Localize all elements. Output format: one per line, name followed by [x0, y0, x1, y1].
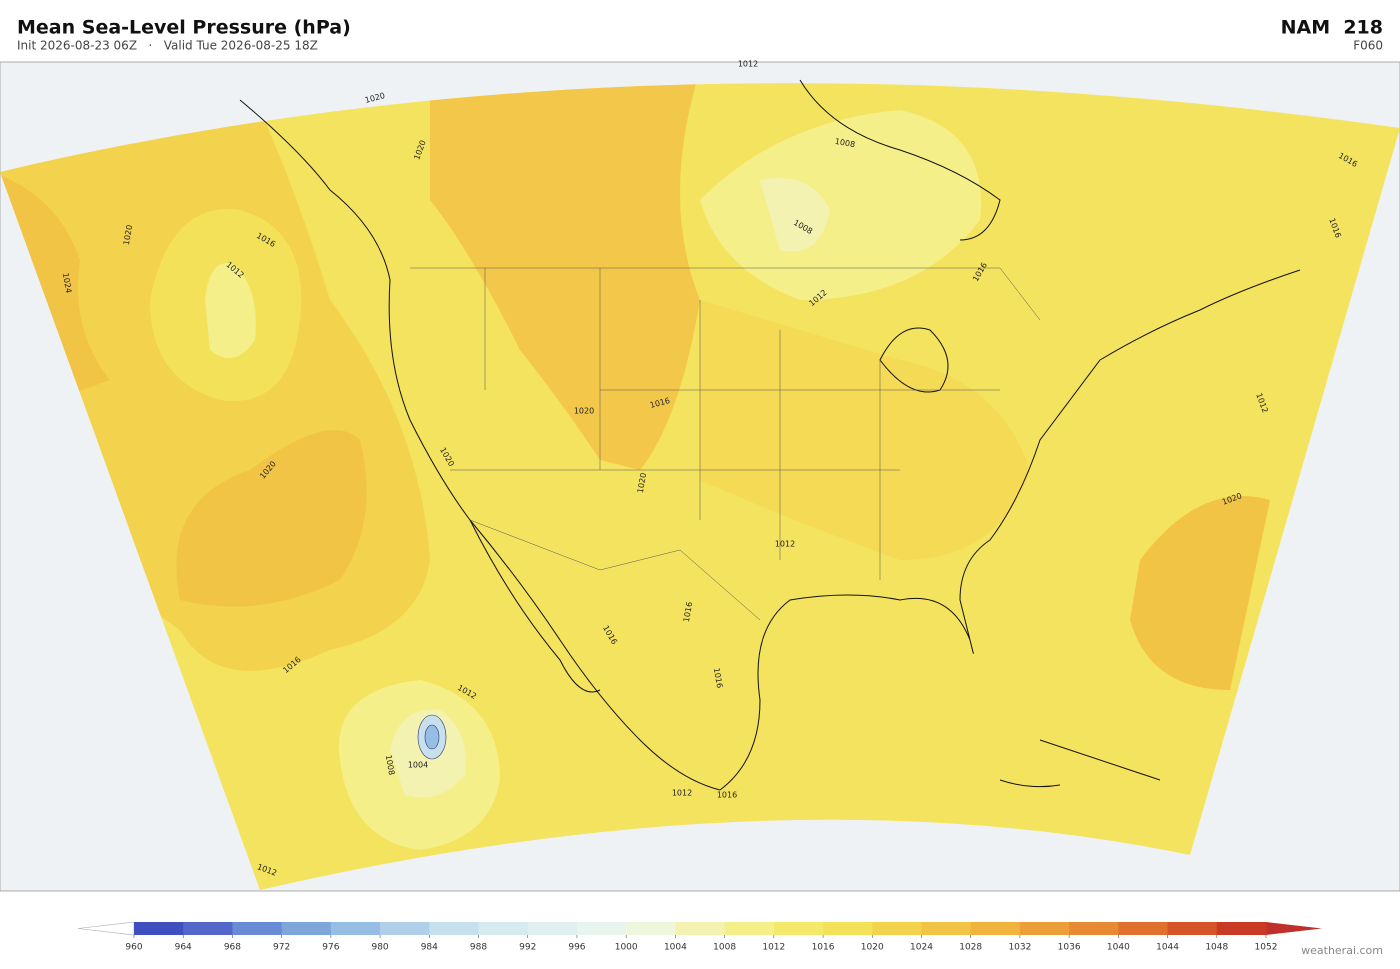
colorbar-tick-label: 988 [470, 943, 487, 953]
colorbar-tick-label: 1032 [1008, 943, 1031, 953]
colorbar-bin [1216, 922, 1267, 935]
coastlines [239, 79, 1301, 791]
contour-label: 1008 [384, 754, 396, 776]
colorbar-tick-label: 984 [421, 943, 438, 953]
map: 1020102010201024101610121020101610121008… [0, 60, 1400, 892]
colorbar-tick-label: 1016 [812, 943, 835, 953]
colorbar-bin [626, 922, 676, 935]
colorbar-tick-label: 1028 [959, 943, 982, 953]
contour-label: 1020 [636, 472, 648, 494]
colorbar-tick-label: 976 [322, 943, 339, 953]
caribbean [999, 739, 1161, 788]
contour-label: 1008 [834, 137, 856, 149]
colorbar-tick-label: 1048 [1205, 943, 1228, 953]
colorbar-bin [429, 922, 480, 935]
colorbar-bin [380, 922, 430, 935]
forecast-hour: F060 [1353, 39, 1383, 53]
colorbar-tick-label: 1004 [664, 943, 687, 953]
colorbar-bin [872, 922, 922, 935]
colorbar-bin [1069, 922, 1119, 935]
area-1012 [205, 263, 256, 358]
colorbar-bin [1167, 922, 1218, 935]
area-atlantic-1024 [1130, 496, 1270, 690]
hudson-bay [799, 79, 1001, 241]
colorbar: 960 964 968 972 976 980 984 988 992 996 1000 1004 10… [77, 921, 1322, 953]
colorbar-tick-label: 996 [568, 943, 585, 953]
colorbar-bin [724, 922, 775, 935]
credit: weatherai.com [1301, 944, 1383, 957]
us-canada-border [410, 267, 1041, 321]
colorbar-tick-label: 960 [125, 943, 142, 953]
colorbar-bin [527, 922, 578, 935]
contour-label: 1016 [712, 667, 724, 689]
area-canada-1008 [760, 178, 830, 252]
borders [410, 267, 1041, 621]
colorbar-bin [330, 922, 381, 935]
colorbar-bin [823, 922, 873, 935]
colorbar-bin [921, 922, 972, 935]
model: NAM 218 [1281, 17, 1383, 39]
colorbar-bin [576, 922, 627, 935]
colorbar-bin [183, 922, 233, 935]
colorbar-tick-label: 1044 [1156, 943, 1179, 953]
us-mexico-border [469, 519, 761, 621]
colorbar-bin [773, 922, 824, 935]
title: Mean Sea-Level Pressure (hPa) [17, 17, 351, 39]
colorbar-tick-label: 964 [175, 943, 192, 953]
state-lines [450, 268, 1000, 580]
colorbar-under [77, 921, 135, 936]
colorbar-tick-label: 1008 [713, 943, 736, 953]
low-core [424, 724, 440, 750]
great-lakes [879, 327, 949, 393]
colorbar-tick-label: 1024 [910, 943, 933, 953]
area-plains-1020 [430, 83, 700, 470]
colorbar-tick-label: 968 [224, 943, 241, 953]
colorbar-bin [1019, 922, 1070, 935]
colorbar-over [1266, 922, 1322, 935]
area-1024b [176, 430, 367, 607]
colorbar-tick-label: 1000 [615, 943, 638, 953]
colorbar-bin [675, 922, 726, 935]
colorbar-bin [232, 922, 283, 935]
colorbar-bin [1118, 922, 1169, 935]
area-canada-1012 [700, 110, 981, 300]
colorbar-tick-label: 1020 [861, 943, 884, 953]
contour-label: 1004 [408, 761, 428, 770]
colorbar-tick-label: 1012 [762, 943, 785, 953]
contour-label: 1020 [122, 224, 134, 246]
colorbar-tick-label: 1036 [1058, 943, 1081, 953]
east-coast [719, 269, 1301, 791]
colorbar-bin [970, 922, 1021, 935]
colorbar-bin [134, 922, 184, 935]
contour-label: 1020 [574, 407, 594, 416]
colorbar-tick-label: 1040 [1107, 943, 1130, 953]
colorbar-bin [478, 922, 529, 935]
colorbar-bin [281, 922, 332, 935]
contour-label: 1012 [672, 789, 692, 798]
subtitle: Init 2026-08-23 06Z · Valid Tue 2026-08-… [17, 39, 318, 53]
west-coast [239, 99, 721, 791]
baja [469, 519, 601, 693]
contour-label: 1016 [682, 601, 694, 623]
area-east-1016 [700, 300, 1030, 560]
colorbar-tick-label: 980 [371, 943, 388, 953]
colorbar-tick-label: 992 [519, 943, 536, 953]
contour-label: 1016 [717, 791, 737, 800]
contour-label: 1012 [738, 60, 758, 69]
contour-label: 1024 [61, 272, 73, 294]
colorbar-tick-label: 1052 [1255, 943, 1278, 953]
contour-label: 1012 [775, 540, 795, 549]
colorbar-tick-label: 972 [273, 943, 290, 953]
